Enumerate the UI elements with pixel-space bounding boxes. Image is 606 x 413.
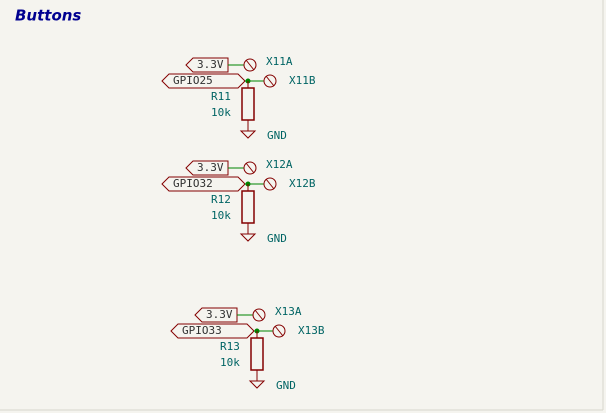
resistor xyxy=(250,337,264,371)
connector xyxy=(263,177,277,191)
gpio-label: GPIO33 xyxy=(182,324,222,337)
resistor-value: 10k xyxy=(220,356,240,369)
connector-ref: X13B xyxy=(298,324,325,337)
power-label: 3.3V xyxy=(197,58,224,71)
connector-slash xyxy=(245,162,255,174)
connector-ref: X11A xyxy=(266,55,293,68)
button-circuit: 3.3V X11A GPIO25 X11B R11 10k GND xyxy=(161,55,316,142)
connector xyxy=(243,58,257,72)
connector-ref: X13A xyxy=(275,305,302,318)
resistor-value: 10k xyxy=(211,106,231,119)
resistor xyxy=(241,87,255,121)
power-label: 3.3V xyxy=(206,308,233,321)
gpio-label: GPIO32 xyxy=(173,177,213,190)
connector-slash xyxy=(265,75,275,87)
button-circuit: 3.3V X12A GPIO32 X12B R12 10k GND xyxy=(161,158,316,245)
ground-label: GND xyxy=(267,232,287,245)
connector-slash xyxy=(254,309,264,321)
connector-slash xyxy=(274,325,284,337)
connector xyxy=(252,308,266,322)
connector xyxy=(243,161,257,175)
sheet-title: Buttons xyxy=(15,7,81,25)
resistor-ref: R12 xyxy=(211,193,231,206)
connector xyxy=(272,324,286,338)
connector-slash xyxy=(245,59,255,71)
ground-label: GND xyxy=(276,379,296,392)
ground-symbol xyxy=(248,380,266,389)
connector-slash xyxy=(265,178,275,190)
power-label: 3.3V xyxy=(197,161,224,174)
resistor xyxy=(241,190,255,224)
ground-label: GND xyxy=(267,129,287,142)
connector-ref: X12B xyxy=(289,177,316,190)
connector-ref: X11B xyxy=(289,74,316,87)
ground-symbol xyxy=(239,130,257,139)
ground-symbol xyxy=(239,233,257,242)
connector xyxy=(263,74,277,88)
resistor-ref: R13 xyxy=(220,340,240,353)
connector-ref: X12A xyxy=(266,158,293,171)
resistor-value: 10k xyxy=(211,209,231,222)
button-circuit: 3.3V X13A GPIO33 X13B R13 10k GND xyxy=(170,305,325,392)
resistor-ref: R11 xyxy=(211,90,231,103)
gpio-label: GPIO25 xyxy=(173,74,213,87)
